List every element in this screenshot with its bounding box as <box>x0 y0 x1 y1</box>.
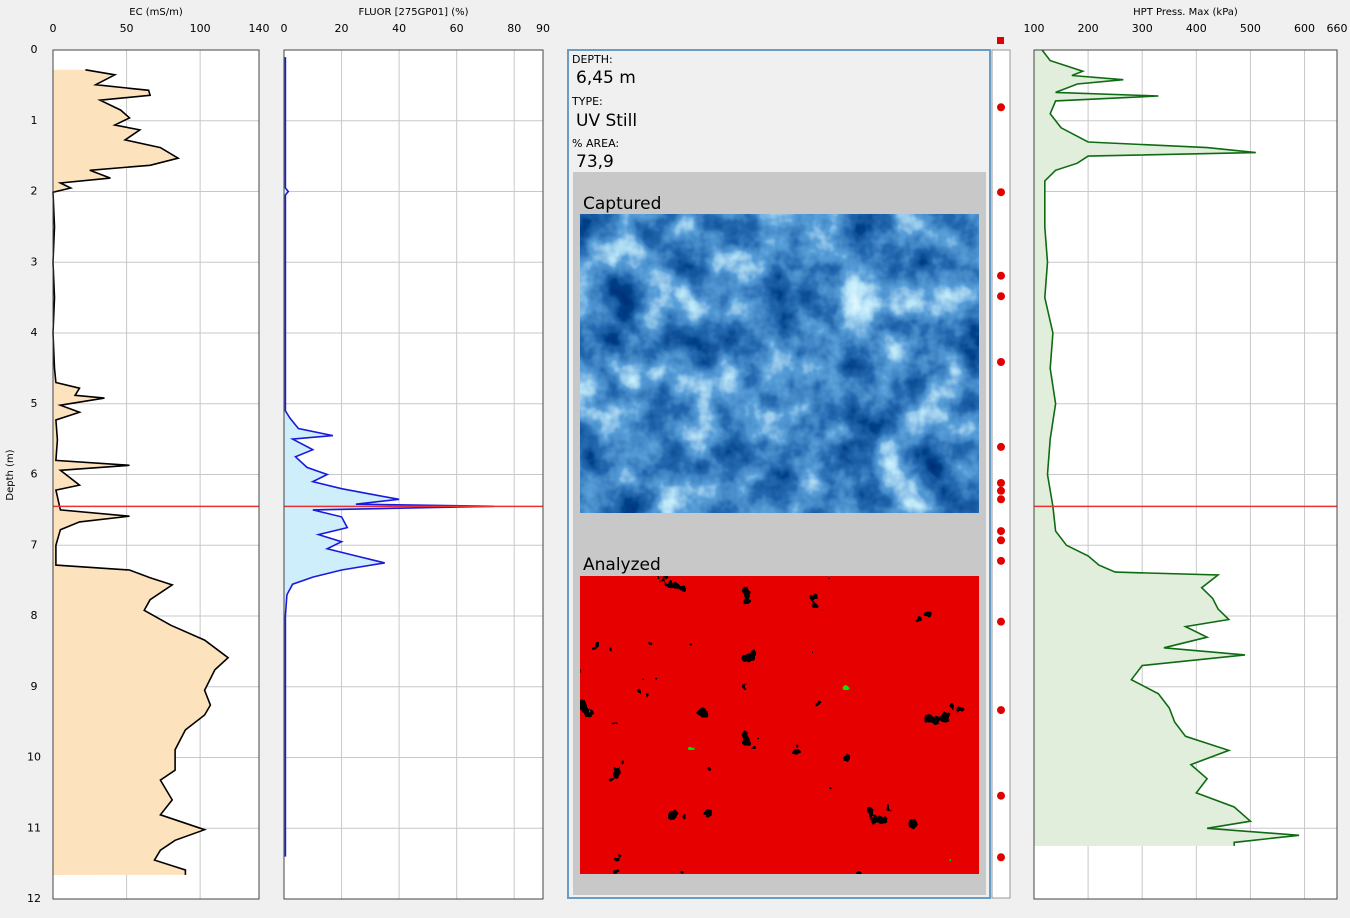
capture-head <box>997 37 1004 44</box>
x-tick-label: 300 <box>1132 22 1153 35</box>
depth-label: DEPTH: <box>572 53 613 66</box>
x-tick-label: 600 <box>1294 22 1315 35</box>
area-value: 73,9 <box>576 152 614 172</box>
log-line <box>52 69 230 875</box>
analyzed-image <box>580 576 979 874</box>
capture-dot <box>997 442 1005 451</box>
capture-dot <box>997 853 1005 862</box>
x-tick-label: 40 <box>392 22 406 35</box>
x-tick-label: 400 <box>1186 22 1207 35</box>
y-tick-label: 7 <box>31 538 38 551</box>
x-tick-label: 100 <box>1024 22 1045 35</box>
y-tick-label: 5 <box>31 397 38 410</box>
depth-axis-title: Depth (m) <box>5 449 16 500</box>
type-value: UV Still <box>576 111 637 131</box>
depth-value: 6,45 m <box>576 68 636 88</box>
x-tick-label: 0 <box>281 22 288 35</box>
x-tick-label: 90 <box>536 22 550 35</box>
captured-label: Captured <box>583 194 661 214</box>
log-title: EC (mS/m) <box>129 7 183 18</box>
capture-dot <box>997 791 1005 800</box>
x-tick-label: 60 <box>450 22 464 35</box>
x-tick-label: 50 <box>120 22 134 35</box>
capture-dot <box>997 556 1005 565</box>
x-tick-label: 100 <box>190 22 211 35</box>
y-tick-label: 12 <box>27 892 41 905</box>
y-tick-label: 10 <box>27 751 41 764</box>
capture-dot <box>997 527 1005 536</box>
capture-dot <box>997 536 1005 545</box>
y-tick-label: 4 <box>31 326 38 339</box>
x-tick-label: 200 <box>1078 22 1099 35</box>
log-fill <box>53 69 229 875</box>
capture-dot <box>997 103 1005 112</box>
x-tick-label: 20 <box>335 22 349 35</box>
capture-dot <box>997 617 1005 626</box>
x-tick-label: 0 <box>50 22 57 35</box>
y-tick-label: 8 <box>31 609 38 622</box>
capture-dot <box>997 706 1005 715</box>
area-label: % AREA: <box>572 137 619 150</box>
log-border <box>1033 49 1338 900</box>
x-tick-label: 140 <box>249 22 270 35</box>
capture-strip <box>991 49 1011 899</box>
x-tick-label: 500 <box>1240 22 1261 35</box>
capture-dot <box>997 358 1005 367</box>
log-line <box>284 57 495 857</box>
capture-dot <box>997 478 1005 487</box>
x-tick-label: 660 <box>1327 22 1348 35</box>
log-fill <box>1034 50 1300 846</box>
y-tick-label: 11 <box>27 821 41 834</box>
capture-dot <box>997 486 1005 495</box>
y-tick-label: 1 <box>31 114 38 127</box>
log-title: HPT Press. Max (kPa) <box>1133 7 1238 18</box>
capture-dot <box>997 495 1005 504</box>
capture-dot <box>997 188 1005 197</box>
log-border <box>283 49 544 900</box>
log-border <box>52 49 260 900</box>
log-line <box>1041 49 1300 846</box>
y-tick-label: 0 <box>31 43 38 56</box>
y-tick-label: 3 <box>31 255 38 268</box>
x-tick-label: 80 <box>507 22 521 35</box>
type-label: TYPE: <box>571 95 603 108</box>
y-tick-label: 9 <box>31 680 38 693</box>
analyzed-label: Analyzed <box>583 555 661 575</box>
capture-dot <box>997 271 1005 280</box>
captured-image <box>580 214 979 513</box>
capture-dot <box>997 292 1005 301</box>
y-tick-label: 6 <box>31 468 38 481</box>
y-tick-label: 2 <box>31 185 38 198</box>
log-title: FLUOR [275GP01] (%) <box>358 7 468 18</box>
